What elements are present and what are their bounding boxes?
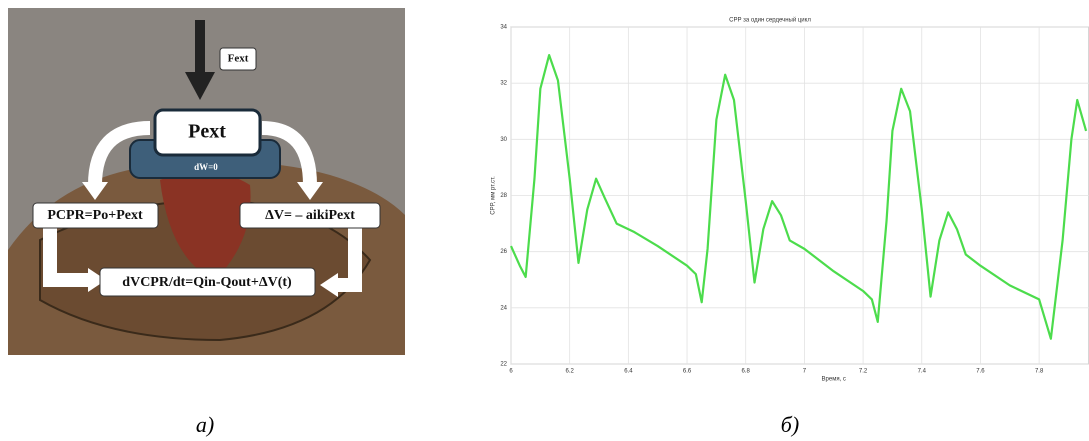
y-axis-label: CPP, мм рт.ст. <box>491 176 497 215</box>
chart-title: СРР за один сердечный цикл <box>729 17 811 24</box>
pext-label: Pext <box>188 121 226 143</box>
dv-label: ΔV= – aikiPext <box>265 208 355 223</box>
x-tick-label: 6.6 <box>683 369 692 375</box>
fext-label: Fext <box>228 53 249 65</box>
y-tick-label: 28 <box>500 193 507 199</box>
caption-b: б) <box>781 412 799 437</box>
x-tick-label: 6.4 <box>624 369 633 375</box>
x-tick-label: 7 <box>803 369 807 375</box>
x-tick-label: 6.2 <box>566 369 575 375</box>
y-tick-label: 34 <box>500 25 507 31</box>
dw-label: dW=0 <box>194 162 218 172</box>
x-tick-label: 6 <box>509 369 513 375</box>
y-tick-label: 32 <box>500 81 507 87</box>
pcpr-label: PCPR=Po+Pext <box>47 208 143 223</box>
chart: 22 24 26 28 30 32 34 6 6.2 6.4 6.6 6.8 7 7.2 7.4 7.6 7.8… <box>491 17 1089 383</box>
x-tick-label: 6.8 <box>742 369 751 375</box>
y-tick-label: 26 <box>500 249 507 255</box>
x-tick-label: 7.8 <box>1035 369 1044 375</box>
caption-a: а) <box>196 412 214 437</box>
y-tick-label: 24 <box>500 305 507 311</box>
y-tick-label: 30 <box>500 137 507 143</box>
force-arrow-shaft <box>195 20 205 75</box>
diagram: Fext Pext dW=0 PCPR=Po+Pext ΔV= – aikiPe… <box>8 8 405 355</box>
equation-label: dVCPR/dt=Qin-Qout+ΔV(t) <box>122 275 292 290</box>
x-axis-label: Время, с <box>822 377 846 383</box>
figure-canvas: Fext Pext dW=0 PCPR=Po+Pext ΔV= – aikiPe… <box>0 0 1089 441</box>
y-tick-label: 22 <box>500 362 507 368</box>
x-tick-label: 7.6 <box>976 369 985 375</box>
x-tick-label: 7.2 <box>859 369 868 375</box>
x-tick-label: 7.4 <box>918 369 927 375</box>
figure: Fext Pext dW=0 PCPR=Po+Pext ΔV= – aikiPe… <box>0 0 1089 441</box>
